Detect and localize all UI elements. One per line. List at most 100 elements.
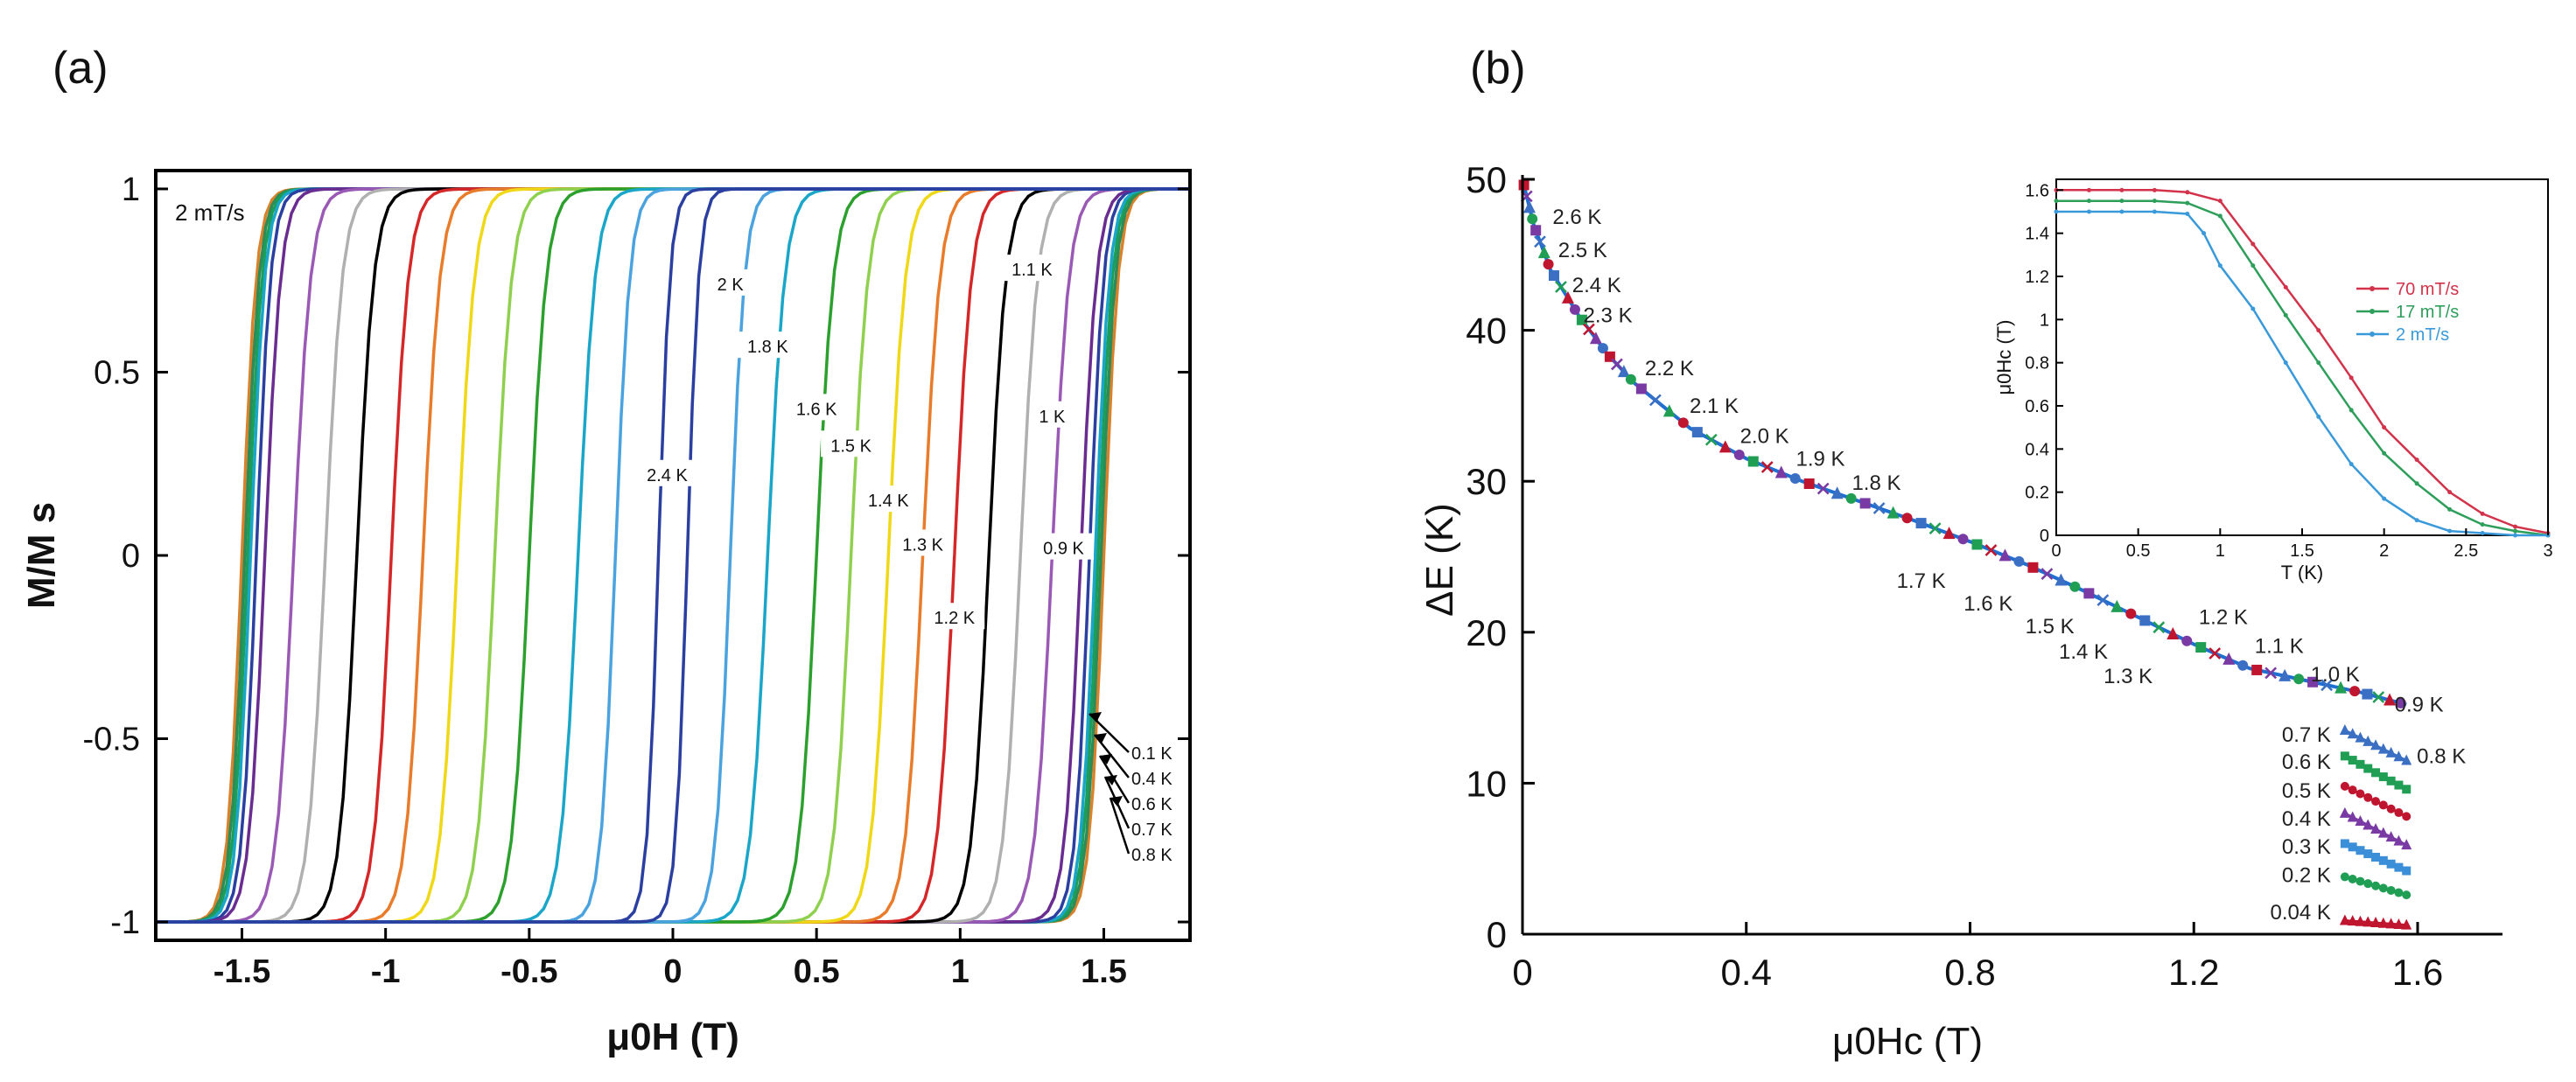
- panel-b-low-T-marker: [2402, 785, 2412, 794]
- inset-series-marker-2: [2250, 306, 2256, 311]
- panel-a-arrow-head-0: [1089, 712, 1102, 722]
- panel-b-low-T-marker: [2378, 772, 2388, 782]
- panel-b-temp-label-upper-6: 2.0 K: [1740, 424, 1789, 448]
- panel-b-temp-label-upper-4: 2.2 K: [1645, 357, 1694, 380]
- panel-b-x-axis-label: μ0Hc (T): [1832, 1020, 1983, 1063]
- panel-b-x-tick-label-2: 0.8: [1944, 952, 1995, 993]
- panel-b-low-T-marker: [2340, 872, 2349, 882]
- panel-b-temp-label-upper-1: 2.5 K: [1558, 239, 1607, 262]
- panel-b-inset: 0 0.5 1 1.5 2 2.5 3 0 0.2 0.4 0.6 0.8 1 1.2 1.4 1.6 T (K…: [1993, 178, 2553, 583]
- panel-a-curve-label-4: 1.4 K: [868, 492, 909, 511]
- panel-b-temp-label-upper-7: 1.9 K: [1796, 447, 1845, 471]
- inset-series-marker-0: [2447, 490, 2453, 495]
- panel-b-marker: [1704, 433, 1718, 446]
- panel-a-curve-label-5: 1.3 K: [902, 535, 943, 555]
- panel-a-curve-label-0: 2 K: [718, 276, 745, 295]
- inset-series-marker-1: [2283, 312, 2288, 318]
- panel-b-low-T-marker: [2356, 759, 2365, 769]
- inset-series-marker-0: [2119, 187, 2124, 192]
- panel-b-low-T-marker: [2355, 731, 2366, 743]
- panel-b-marker: [1915, 518, 1927, 529]
- panel-b-marker: [2320, 679, 2333, 692]
- panel-a-arrow-head-1: [1095, 733, 1107, 743]
- panel-b-marker: [2278, 668, 2292, 681]
- panel-b-marker: [2069, 581, 2081, 592]
- panel-b-marker: [2096, 594, 2110, 607]
- panel-a-y-axis-label: M/M s: [20, 502, 63, 609]
- panel-b-marker: [1901, 513, 1913, 524]
- inset-y-tick-label-0: 0: [2040, 527, 2049, 546]
- panel-b-low-T-label-6: 0.04 K: [2271, 901, 2331, 925]
- panel-b-marker: [1942, 527, 1956, 540]
- panel-a-curve-label-bg-1: [737, 332, 798, 359]
- panel-b-y-tick-label-3: 30: [1466, 461, 1507, 502]
- panel-b-marker: [2307, 676, 2319, 688]
- panel-a-plot: [156, 187, 1190, 924]
- panel-b-low-T-marker: [2363, 849, 2373, 859]
- inset-series-marker-2: [2086, 209, 2091, 214]
- panel-b-marker: [1635, 383, 1647, 394]
- inset-series-marker-2: [2382, 496, 2387, 501]
- panel-b-low-T-marker: [2377, 827, 2389, 838]
- panel-b-low-T-marker: [2363, 792, 2373, 802]
- panel-b-low-T-marker: [2363, 764, 2373, 773]
- panel-a-y-tick-label-4: 1: [122, 171, 140, 208]
- panel-b-temp-label-lower-1: 1.6 K: [1964, 592, 2012, 616]
- inset-series-marker-0: [2185, 190, 2190, 195]
- panel-b-marker: [2040, 568, 2054, 581]
- inset-series-marker-1: [2316, 360, 2321, 366]
- inset-y-tick-label-3: 0.6: [2025, 397, 2049, 416]
- panel-b-temp-label-lower-3: 1.4 K: [2059, 640, 2108, 664]
- inset-legend-marker-0: [2370, 286, 2375, 291]
- inset-legend-marker-1: [2370, 309, 2375, 314]
- panel-b-low-T-marker: [2394, 888, 2404, 897]
- inset-legend-label-0: 70 mT/s: [2396, 280, 2459, 299]
- panel-b-marker: [1845, 492, 1857, 504]
- panel-a-arrow-line-1: [1094, 734, 1130, 778]
- panel-b-low-T-label-5: 0.2 K: [2282, 864, 2331, 888]
- panel-b-temp-label-lower-4: 1.3 K: [2104, 665, 2152, 688]
- panel-b-temp-label-upper-8: 1.8 K: [1852, 471, 1900, 495]
- panel-b-low-T-marker: [2394, 862, 2404, 872]
- inset-y-tick-label-8: 1.6: [2025, 181, 2049, 200]
- panel-a-y-tick-label-1: -0.5: [83, 722, 140, 758]
- panel-a-y-tick-label-0: -1: [110, 904, 140, 941]
- panel-b-low-T-marker: [2363, 879, 2373, 889]
- panel-b-low-T-marker: [2401, 839, 2412, 850]
- panel-a-x-tick-label-6: 1.5: [1081, 953, 1127, 990]
- inset-y-tick-label-4: 0.8: [2025, 354, 2049, 373]
- panel-b-low-T-marker: [2339, 914, 2350, 925]
- panel-b-marker: [1718, 440, 1732, 453]
- panel-b-low-T-marker: [2394, 808, 2404, 818]
- panel-a-x-ticks: -1.5 -1 -0.5 0 0.5 1 1.5: [214, 928, 1127, 990]
- panel-b-temp-label-upper-5: 2.1 K: [1690, 394, 1739, 418]
- inset-series-line-1: [2056, 199, 2549, 537]
- panel-a-curve-label-3: 1.5 K: [830, 436, 872, 456]
- panel-b-low-T-marker: [2356, 876, 2365, 886]
- panel-b-marker: [1648, 394, 1662, 407]
- panel-b-low-T-marker: [2386, 859, 2396, 869]
- panel-a-curve-label-8: 1.1 K: [1012, 261, 1053, 280]
- panel-b-marker: [2208, 647, 2222, 660]
- panel-a-x-axis-label: μ0H (T): [606, 1016, 739, 1058]
- panel-b-y-axis-label: ΔE (K): [1418, 503, 1461, 617]
- panel-b-marker: [2083, 588, 2095, 599]
- inset-series-marker-2: [2152, 209, 2157, 214]
- panel-a-label: (a): [52, 43, 108, 94]
- inset-series-marker-0: [2316, 328, 2321, 333]
- panel-b-low-T-marker: [2393, 834, 2404, 846]
- inset-x-tick-label-6: 3: [2543, 541, 2552, 561]
- panel-b-low-T-marker: [2393, 918, 2404, 929]
- panel-b-x-ticks: 0 0.4 0.8 1.2 1.6: [1512, 922, 2443, 993]
- panel-a-curve-label-bg-3: [821, 430, 882, 457]
- panel-b-marker: [1569, 304, 1580, 315]
- inset-series-marker-0: [2513, 524, 2518, 529]
- panel-b-marker: [1872, 502, 1886, 514]
- panel-b-marker: [1537, 246, 1550, 259]
- panel-a-y-tick-label-2: 0: [122, 538, 140, 575]
- panel-b-marker: [1928, 522, 1942, 535]
- inset-series-marker-1: [2382, 450, 2387, 456]
- panel-b-marker: [2395, 697, 2406, 709]
- panel-b-low-T-marker: [2347, 728, 2358, 739]
- inset-series-marker-0: [2086, 187, 2091, 192]
